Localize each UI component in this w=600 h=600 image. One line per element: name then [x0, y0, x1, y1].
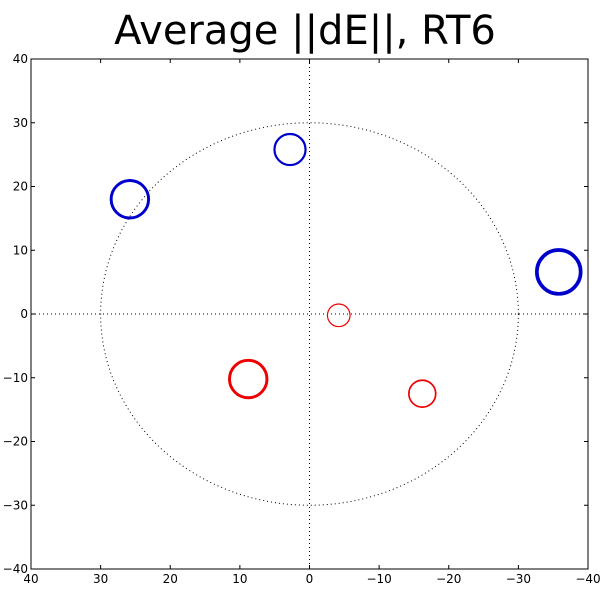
y-tick-label: −20 — [3, 435, 28, 449]
plot-area: 40 30 20 10 0 −10 −20 −30 −40403020100−10−20−30−… — [3, 52, 600, 586]
y-tick-label: 40 — [13, 52, 28, 66]
x-tick-label: −40 — [575, 572, 600, 586]
x-tick-label: −30 — [506, 572, 531, 586]
x-tick-label: −10 — [366, 572, 391, 586]
x-tick-label: 40 — [23, 572, 38, 586]
y-tick-label: 20 — [13, 180, 28, 194]
x-tick-label: −20 — [436, 572, 461, 586]
data-point-5 — [109, 179, 151, 220]
data-point-6 — [535, 248, 583, 296]
y-tick-label: 10 — [13, 243, 28, 257]
data-point-2 — [408, 379, 437, 408]
x-tick-label: 0 — [306, 572, 314, 586]
chart-title: Average ||dE||, RT6 — [114, 8, 496, 54]
y-tick-label: −30 — [3, 498, 28, 512]
x-tick-label: 20 — [163, 572, 178, 586]
data-point-3 — [228, 358, 269, 400]
y-tick-label: 30 — [13, 116, 28, 130]
data-point-4 — [273, 132, 307, 167]
y-tick-label: −10 — [3, 371, 28, 385]
y-tick-label: −40 — [3, 562, 28, 576]
y-tick-label: 0 — [20, 307, 28, 321]
data-point-1 — [326, 303, 351, 328]
reference-circle — [100, 122, 519, 506]
x-tick-label: 30 — [93, 572, 108, 586]
x-tick-label: 10 — [232, 572, 247, 586]
